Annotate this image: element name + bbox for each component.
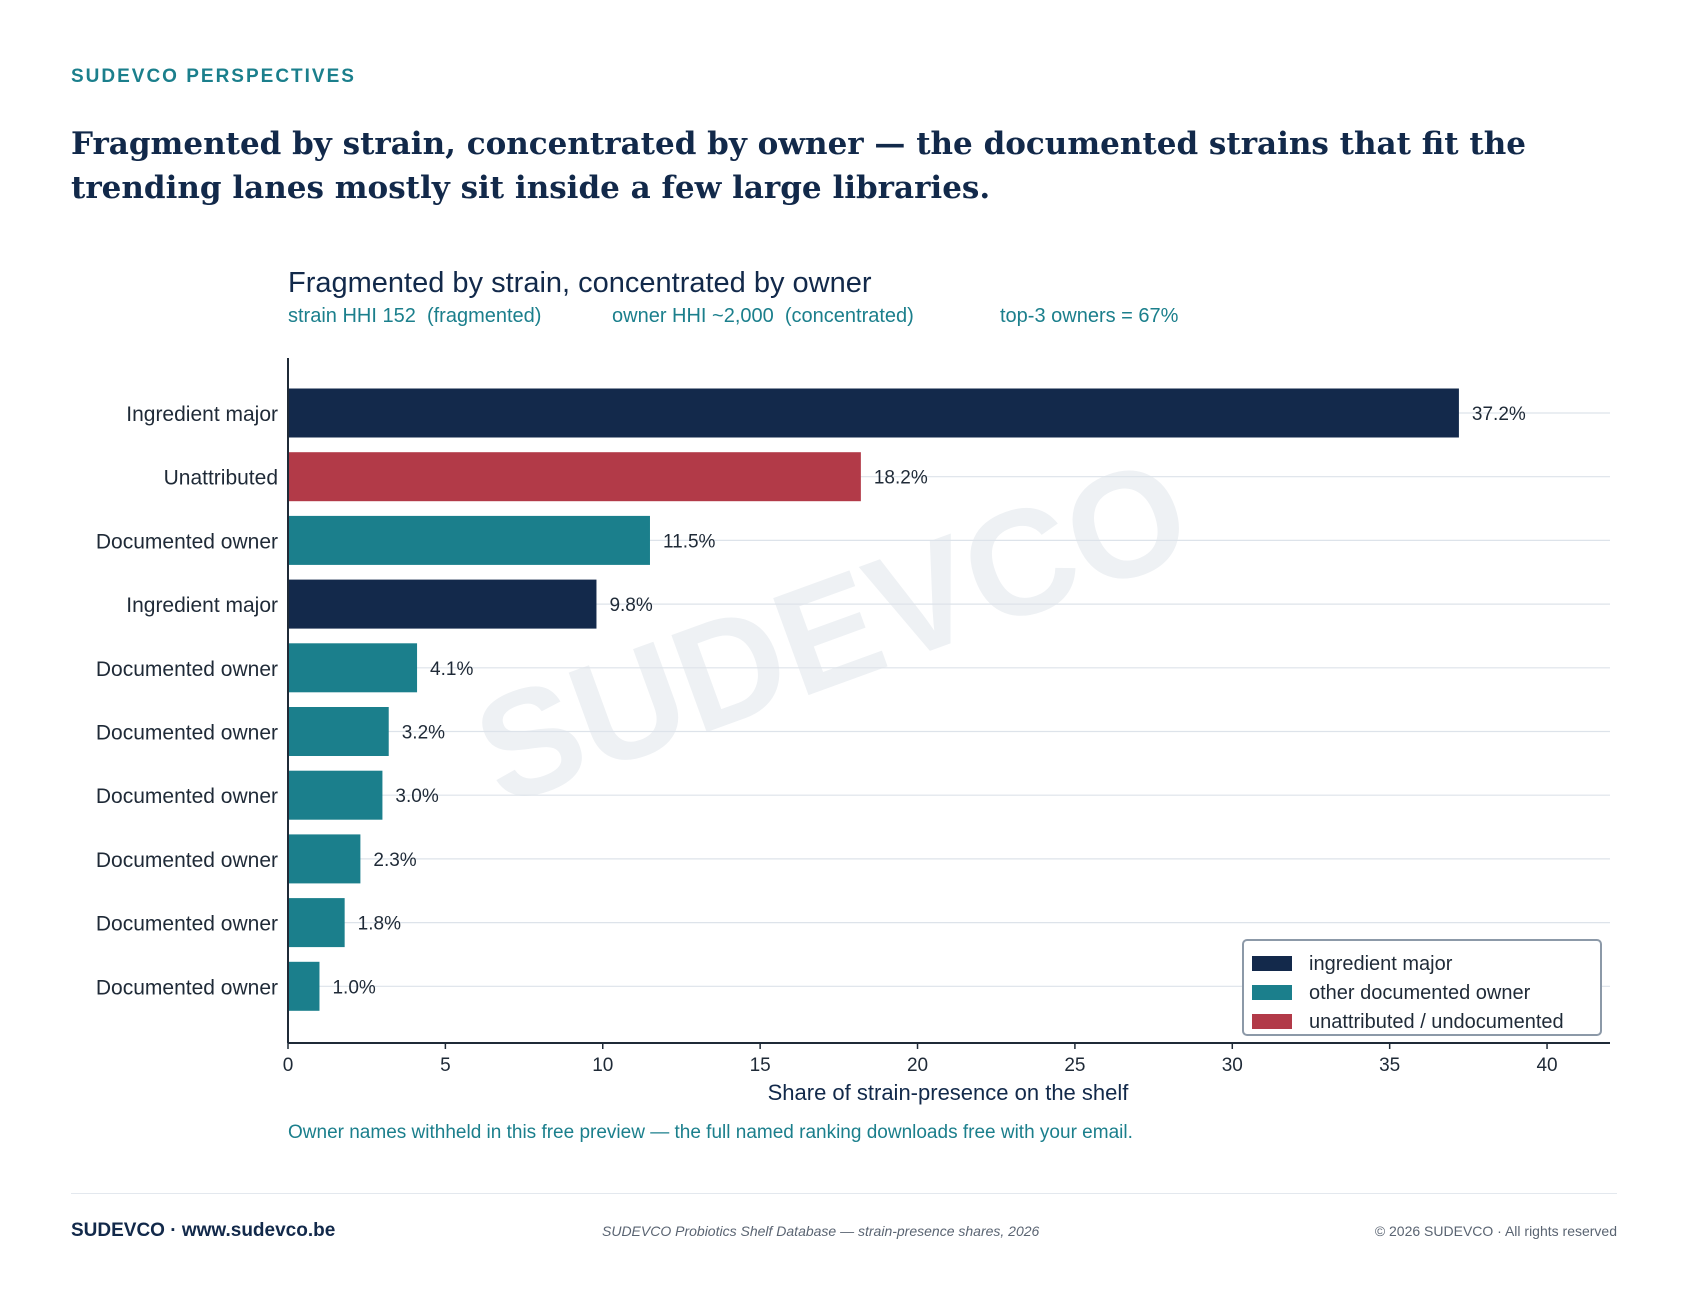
bar (288, 452, 861, 502)
x-tick-label: 20 (907, 1055, 928, 1076)
legend-label: ingredient major (1309, 953, 1453, 975)
bar (288, 643, 418, 693)
kicker: SUDEVCO PERSPECTIVES (71, 66, 356, 87)
data-label: 4.1% (430, 659, 473, 680)
footer-source: SUDEVCO Probiotics Shelf Database — stra… (602, 1223, 1040, 1239)
x-axis-label: Share of strain-presence on the shelf (768, 1080, 1130, 1105)
legend-frame (1242, 939, 1602, 1036)
bar (288, 834, 361, 884)
legend-swatch (1252, 956, 1292, 971)
data-label: 2.3% (373, 850, 416, 871)
chart-note: Owner names withheld in this free previe… (288, 1122, 1133, 1143)
bar (288, 388, 1459, 438)
footer-divider (71, 1193, 1617, 1194)
bar (288, 515, 650, 565)
x-tick-label: 30 (1222, 1055, 1243, 1076)
y-tick-label: Unattributed (164, 467, 278, 490)
bar (288, 770, 383, 820)
legend-label: unattributed / undocumented (1309, 1011, 1564, 1033)
x-tick-label: 15 (750, 1055, 771, 1076)
x-tick-label: 0 (283, 1055, 294, 1076)
data-label: 37.2% (1472, 404, 1526, 425)
data-label: 18.2% (874, 468, 928, 489)
x-tick-label: 40 (1536, 1055, 1557, 1076)
chart-title: Fragmented by strain, concentrated by ow… (288, 267, 872, 299)
y-tick-label: Documented owner (96, 785, 278, 808)
bar (288, 579, 597, 629)
chart-subtitle-1: strain HHI 152 (fragmented) (288, 305, 541, 327)
data-label: 11.5% (663, 531, 716, 552)
legend-label: other documented owner (1309, 982, 1531, 1004)
data-label: 9.8% (609, 595, 652, 616)
y-tick-label: Documented owner (96, 976, 278, 999)
legend-swatch (1252, 985, 1292, 1000)
x-tick-label: 5 (440, 1055, 451, 1076)
y-tick-label: Documented owner (96, 530, 278, 553)
footer-brand: SUDEVCO · www.sudevco.be (71, 1220, 336, 1241)
legend-swatch (1252, 1014, 1292, 1029)
y-tick-label: Documented owner (96, 849, 278, 872)
y-tick-label: Ingredient major (126, 594, 278, 617)
data-label: 3.0% (395, 786, 438, 807)
x-tick-label: 10 (592, 1055, 613, 1076)
y-tick-label: Documented owner (96, 722, 278, 745)
chart-subtitle-2: owner HHI ~2,000 (concentrated) (612, 305, 914, 327)
x-tick-label: 35 (1379, 1055, 1400, 1076)
bar (288, 707, 389, 756)
data-label: 1.0% (332, 977, 375, 998)
legend: ingredient major other documented owner un… (1242, 939, 1602, 1036)
y-tick-label: Ingredient major (126, 403, 278, 426)
footer-copyright: © 2026 SUDEVCO · All rights reserved (1374, 1223, 1617, 1239)
y-tick-label: Documented owner (96, 913, 278, 936)
data-label: 3.2% (402, 723, 445, 744)
data-label: 1.8% (358, 914, 401, 935)
chart-subtitle-3: top-3 owners = 67% (1000, 305, 1179, 327)
headline: Fragmented by strain, concentrated by ow… (71, 126, 1526, 206)
bar (288, 898, 345, 948)
x-tick-label: 25 (1064, 1055, 1085, 1076)
y-tick-label: Documented owner (96, 658, 278, 681)
bar (288, 961, 320, 1011)
chart: SUDEVCO Fragmented by strain, concentrat… (96, 267, 1610, 1143)
